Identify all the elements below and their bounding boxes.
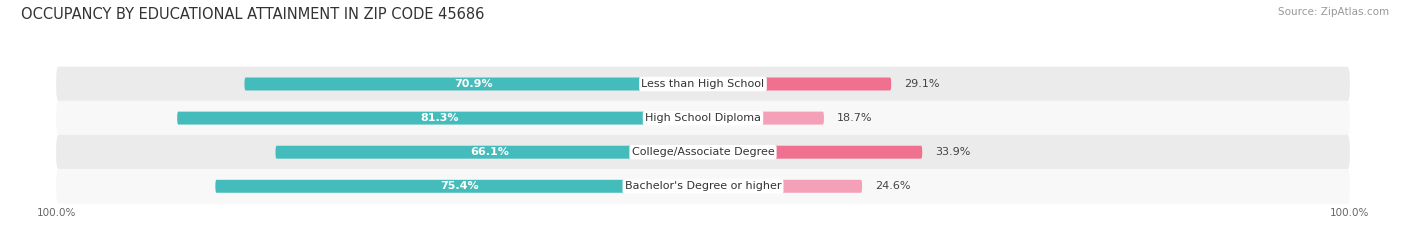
FancyBboxPatch shape	[703, 180, 862, 193]
FancyBboxPatch shape	[703, 146, 922, 159]
Text: 29.1%: 29.1%	[904, 79, 939, 89]
FancyBboxPatch shape	[56, 101, 1350, 135]
Text: 70.9%: 70.9%	[454, 79, 494, 89]
Text: Source: ZipAtlas.com: Source: ZipAtlas.com	[1278, 7, 1389, 17]
Text: Less than High School: Less than High School	[641, 79, 765, 89]
Text: Bachelor's Degree or higher: Bachelor's Degree or higher	[624, 181, 782, 191]
Text: OCCUPANCY BY EDUCATIONAL ATTAINMENT IN ZIP CODE 45686: OCCUPANCY BY EDUCATIONAL ATTAINMENT IN Z…	[21, 7, 485, 22]
Text: 24.6%: 24.6%	[875, 181, 911, 191]
Text: College/Associate Degree: College/Associate Degree	[631, 147, 775, 157]
Text: 18.7%: 18.7%	[837, 113, 872, 123]
FancyBboxPatch shape	[245, 78, 703, 90]
FancyBboxPatch shape	[56, 135, 1350, 170]
FancyBboxPatch shape	[215, 180, 703, 193]
Text: 81.3%: 81.3%	[420, 113, 460, 123]
FancyBboxPatch shape	[56, 67, 1350, 101]
FancyBboxPatch shape	[703, 78, 891, 90]
Text: 66.1%: 66.1%	[470, 147, 509, 157]
FancyBboxPatch shape	[276, 146, 703, 159]
Text: 75.4%: 75.4%	[440, 181, 478, 191]
FancyBboxPatch shape	[177, 112, 703, 125]
Text: High School Diploma: High School Diploma	[645, 113, 761, 123]
Text: 33.9%: 33.9%	[935, 147, 970, 157]
FancyBboxPatch shape	[56, 169, 1350, 204]
FancyBboxPatch shape	[703, 112, 824, 125]
